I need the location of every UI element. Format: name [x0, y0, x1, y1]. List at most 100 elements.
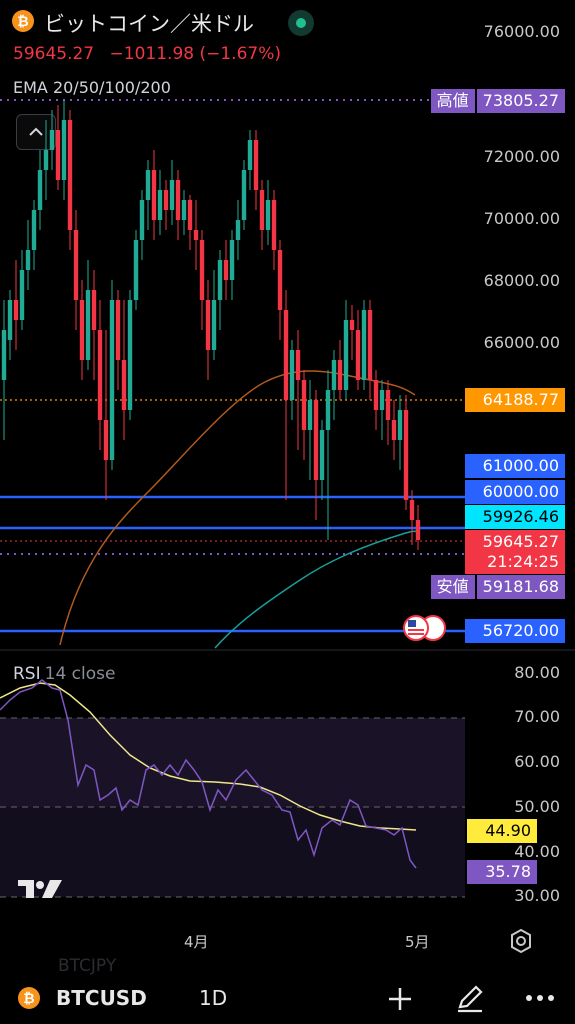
candle-body [253, 140, 259, 190]
plus-icon[interactable] [386, 985, 414, 1013]
interval-selector[interactable]: 1D [199, 986, 228, 1010]
candle-body [79, 300, 85, 360]
candle-body [409, 500, 415, 520]
ema-indicator-label[interactable]: EMA 20/50/100/200 [13, 78, 171, 97]
candle-countdown: 21:24:25 [465, 552, 565, 574]
candle-body [355, 330, 361, 380]
candle-body [199, 240, 205, 300]
candle-body [271, 200, 277, 250]
candle-body [7, 300, 13, 340]
y-tick: 76000.00 [483, 22, 560, 41]
candle-body [289, 350, 295, 400]
candle-body [307, 400, 313, 430]
x-tick-may: 5月 [405, 933, 430, 951]
rsi-band [0, 718, 465, 807]
market-status-icon[interactable] [288, 10, 314, 36]
candle-body [391, 420, 397, 440]
candle-body [121, 360, 127, 410]
rsi-band-lower [0, 807, 465, 897]
candle-body [385, 390, 391, 420]
candle-body [1, 330, 7, 380]
candle-body [157, 190, 163, 220]
bitcoin-logo: ₿ [12, 10, 34, 32]
collapse-button[interactable] [16, 114, 56, 150]
candle-body [109, 300, 115, 460]
candle-body [31, 210, 37, 250]
rsi-title: RSI [13, 664, 41, 684]
rsi-tick: 40.00 [514, 842, 560, 861]
more-icon[interactable] [524, 990, 556, 1006]
candle-body [211, 300, 217, 350]
candle-body [181, 200, 187, 220]
y-tick: 72000.00 [483, 147, 560, 166]
candle-body [415, 520, 421, 540]
level-tag-56720: 56720.00 [465, 619, 565, 643]
y-tick: 68000.00 [483, 271, 560, 290]
rsi-params: 14 close [44, 664, 116, 684]
rsi-tick: 30.00 [514, 886, 560, 905]
candle-body [241, 170, 247, 220]
candle-body [247, 140, 253, 170]
settings-icon[interactable] [508, 928, 534, 954]
rsi-value-tag: 35.78 [467, 860, 537, 884]
candle-body [127, 300, 133, 410]
rsi-line [0, 679, 417, 869]
rsi-tick: 80.00 [514, 663, 560, 682]
low-price-tag: 安値 59181.68 [430, 575, 565, 599]
low-label: 安値 [430, 575, 475, 599]
candle-body [49, 130, 55, 150]
candle-body [259, 190, 265, 230]
candle-body [55, 130, 61, 180]
candlestick-series [1, 100, 421, 550]
us-flag-event-icon[interactable] [403, 615, 446, 641]
candle-body [37, 170, 43, 210]
candle-body [163, 190, 169, 210]
y-tick: 70000.00 [483, 209, 560, 228]
level-tag-59926: 59926.46 [465, 505, 565, 529]
candle-body [73, 230, 79, 300]
symbol-title[interactable]: ビットコイン／米ドル [44, 12, 254, 36]
price-change-percent: (−1.67%) [199, 44, 281, 64]
candle-body [325, 390, 331, 430]
candle-body [175, 180, 181, 220]
candle-body [361, 310, 367, 380]
pencil-icon[interactable] [454, 983, 486, 1015]
rsi-label[interactable]: RSI 14 close [13, 664, 115, 684]
candle-body [91, 290, 97, 330]
candle-body [397, 410, 403, 440]
candle-body [331, 360, 337, 390]
candle-body [205, 300, 211, 350]
candle-body [301, 380, 307, 430]
candle-body [19, 270, 25, 320]
bitcoin-logo: ₿ [18, 987, 40, 1009]
candle-body [373, 380, 379, 410]
rsi-tick: 50.00 [514, 797, 560, 816]
symbol-selector[interactable]: BTCUSD [56, 986, 147, 1010]
candle-body [103, 420, 109, 460]
candle-body [313, 400, 319, 480]
candle-body [43, 150, 49, 170]
candle-body [85, 290, 91, 360]
candle-body [223, 260, 229, 280]
candle-body [97, 330, 103, 420]
ema-200-line [214, 530, 421, 649]
candle-body [343, 320, 349, 390]
price-change-line: 59645.27 −1011.98 (−1.67%) [13, 44, 281, 64]
y-tick: 66000.00 [483, 333, 560, 352]
high-price-tag: 高値 73805.27 [430, 89, 565, 113]
candle-body [235, 220, 241, 240]
price-change: −1011.98 [109, 44, 195, 64]
candle-body [217, 260, 223, 300]
level-tag-64188: 64188.77 [465, 388, 565, 412]
candle-body [67, 120, 73, 230]
candle-body [187, 200, 193, 230]
candle-body [229, 240, 235, 280]
high-value: 73805.27 [476, 89, 565, 113]
current-price-tag: 59645.27 [465, 530, 565, 554]
level-tag-61000: 61000.00 [465, 454, 565, 478]
ghost-symbol: BTCJPY [58, 956, 117, 976]
high-label: 高値 [430, 89, 475, 113]
low-value: 59181.68 [476, 575, 565, 599]
